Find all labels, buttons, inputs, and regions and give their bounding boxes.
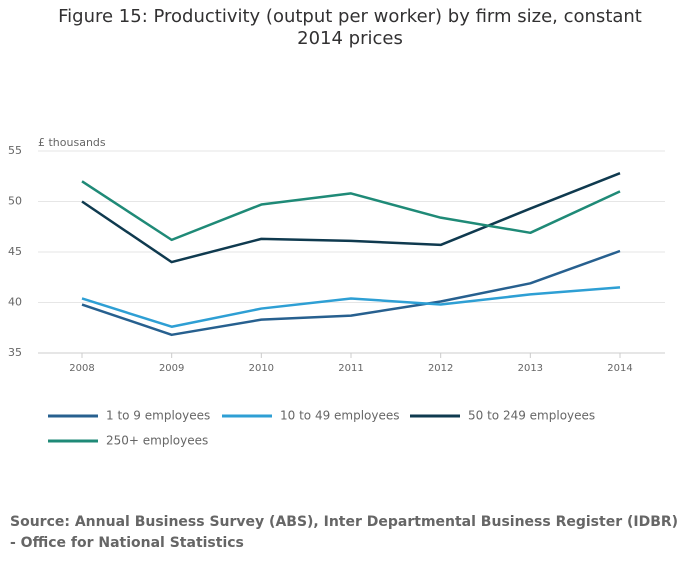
legend-label: 50 to 249 employees	[468, 409, 595, 423]
x-tick-label: 2012	[428, 363, 453, 374]
x-tick-label: 2014	[607, 363, 632, 374]
series-line	[81, 249, 621, 337]
x-tick-label: 2009	[159, 363, 184, 374]
y-tick-label: 50	[8, 195, 22, 208]
chart-title: Figure 15: Productivity (output per work…	[58, 6, 642, 49]
x-tick-label: 2010	[249, 363, 274, 374]
series-line	[81, 286, 621, 328]
series-line	[81, 172, 621, 264]
y-tick-label: 40	[8, 296, 22, 309]
chart: £ thousands 35 40 45 50 55 2008 2009 2010 2011 20…	[8, 136, 665, 448]
y-tick-label: 35	[8, 346, 22, 359]
x-tick-label: 2011	[338, 363, 363, 374]
series-line	[81, 180, 621, 242]
legend-label: 250+ employees	[106, 434, 208, 448]
y-tick-label: 45	[8, 245, 22, 258]
x-tick-label: 2013	[518, 363, 543, 374]
x-tick-label: 2008	[69, 363, 94, 374]
source: Source: Annual Business Survey (ABS), In…	[10, 514, 679, 551]
y-axis-label: £ thousands	[38, 136, 106, 149]
legend-label: 10 to 49 employees	[280, 409, 400, 423]
legend-label: 1 to 9 employees	[106, 409, 210, 423]
y-tick-label: 55	[8, 144, 22, 157]
